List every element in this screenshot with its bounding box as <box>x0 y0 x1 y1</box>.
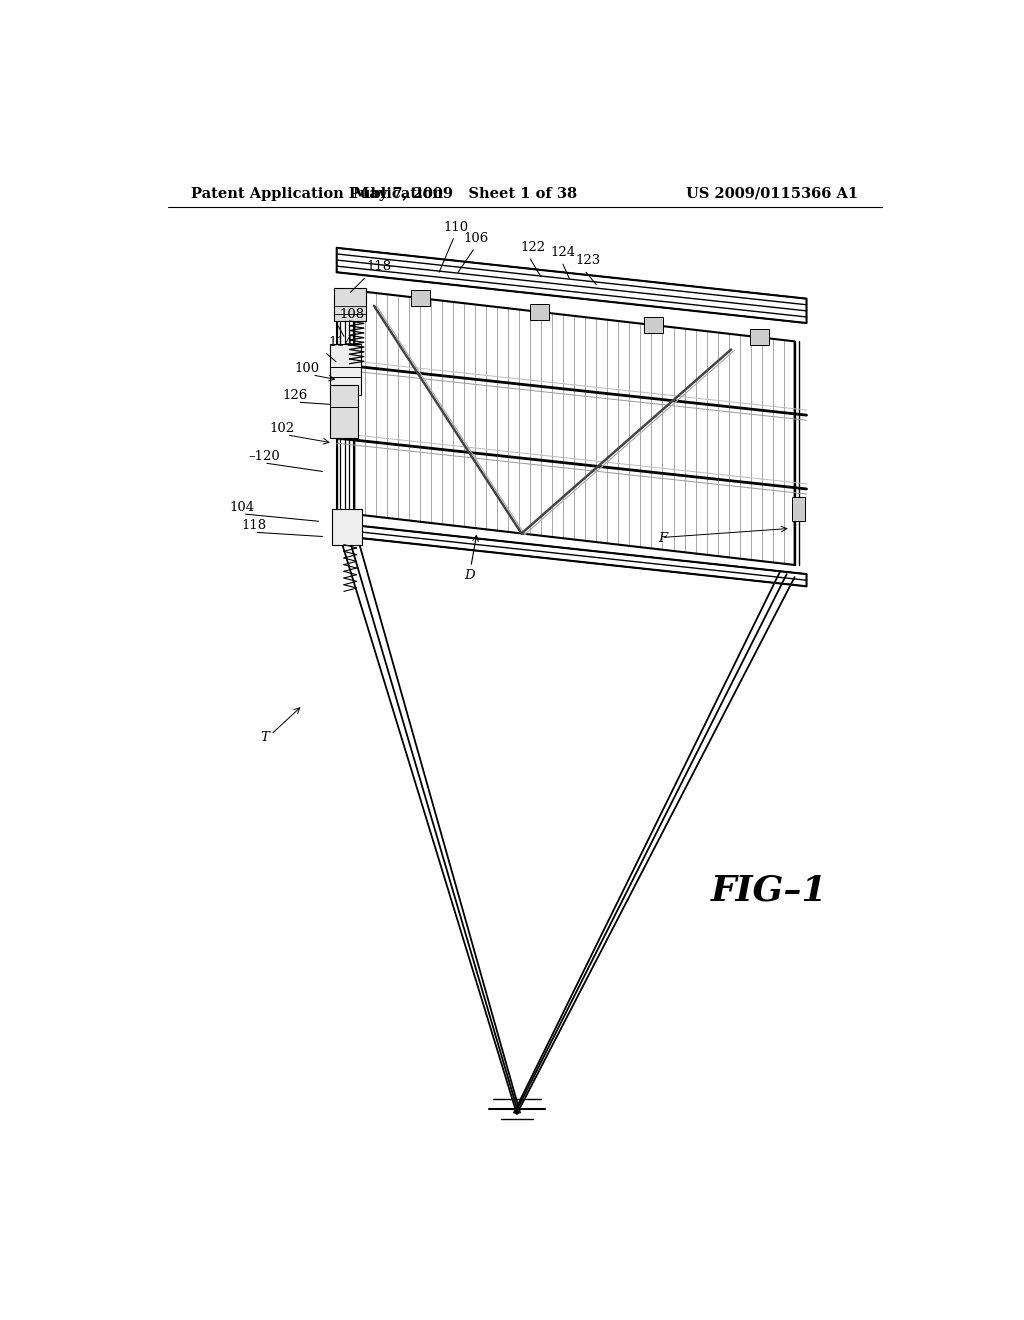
Text: Patent Application Publication: Patent Application Publication <box>191 187 443 201</box>
Text: 100: 100 <box>295 362 319 375</box>
Text: May 7, 2009   Sheet 1 of 38: May 7, 2009 Sheet 1 of 38 <box>353 187 578 201</box>
Text: US 2009/0115366 A1: US 2009/0115366 A1 <box>686 187 858 201</box>
Bar <box>332 510 362 545</box>
Text: 108: 108 <box>340 308 365 321</box>
Bar <box>529 304 549 319</box>
Bar <box>334 289 366 321</box>
Bar <box>644 317 664 333</box>
Text: F: F <box>658 532 668 545</box>
Text: FIG–1: FIG–1 <box>712 874 828 907</box>
Bar <box>331 345 360 395</box>
Bar <box>750 329 769 346</box>
Text: 118: 118 <box>242 520 266 532</box>
Text: 110: 110 <box>443 220 468 234</box>
Text: T: T <box>260 731 269 744</box>
Text: 114: 114 <box>328 337 353 350</box>
Bar <box>793 496 805 521</box>
Text: 104: 104 <box>229 502 255 515</box>
Text: 118: 118 <box>367 260 391 273</box>
Text: D: D <box>464 569 474 582</box>
Text: 106: 106 <box>463 232 488 244</box>
Text: 122: 122 <box>520 242 546 253</box>
Bar <box>331 385 358 438</box>
Text: 102: 102 <box>269 422 294 434</box>
Text: 126: 126 <box>283 389 308 403</box>
Bar <box>411 290 430 306</box>
Text: 124: 124 <box>550 246 575 259</box>
Text: –120: –120 <box>249 450 281 463</box>
Text: 123: 123 <box>575 255 601 267</box>
